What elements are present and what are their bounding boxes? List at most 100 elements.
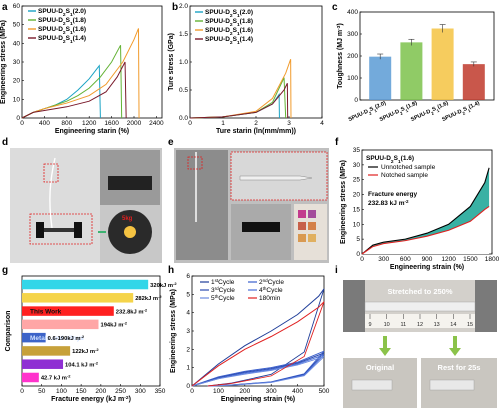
- chart-g-ylabel: Comparison: [5, 311, 12, 352]
- chart-a-xtick-label: 2000: [127, 120, 142, 127]
- photo-i-stretched-sample: [365, 302, 475, 311]
- chart-h-xlabel: Engineering strain (%): [221, 396, 295, 403]
- photo-i-rest-label: Rest for 25s: [438, 363, 481, 372]
- chart-h-ytick-label: 4: [186, 310, 190, 317]
- chart-a-xtick-label: 1600: [104, 120, 119, 127]
- chart-h-xtick-label: 0: [190, 388, 194, 395]
- chart-g-bar: [22, 280, 148, 290]
- chart-b-ylabel: Ture stress (GPa): [168, 33, 175, 91]
- panel-label-h: h: [168, 265, 174, 276]
- panel-label-c: c: [332, 2, 338, 13]
- chart-a-ytick-label: 10: [13, 96, 21, 103]
- chart-a-ylabel: Engineering stress (MPa): [0, 20, 7, 104]
- chart-a-xtick-label: 2400: [149, 120, 164, 127]
- chart-f-xtick-label: 900: [422, 256, 433, 263]
- photo-i-clamp-left: [343, 280, 365, 332]
- chart-g-bar-value-label: 104.1 kJ m-2: [65, 360, 99, 369]
- chart-g-bar-value-label: 320kJ m-2: [150, 280, 177, 289]
- chart-f: 0 300 600 900 1200 1500 180005101520253035Engi…: [340, 147, 500, 271]
- chart-a-ytick-label: 20: [13, 78, 21, 85]
- chart-b-ytick-label: 0.0: [179, 115, 188, 122]
- photo-e-ph-swatch-4: [308, 222, 316, 230]
- chart-c-ytick-label: 200: [347, 53, 358, 60]
- chart-h-legend-label: 4thCycle: [259, 286, 283, 295]
- chart-f-annotation: Fracture energy: [368, 191, 418, 198]
- chart-b-ytick-label: 1.0: [179, 59, 188, 66]
- chart-g-bar-value-label: 122kJ m-2: [72, 347, 99, 356]
- chart-h-ylabel: Engineering stress (MPa): [170, 289, 177, 373]
- chart-h-ytick-label: 3: [186, 328, 190, 335]
- chart-f-annotation-value: 232.83 kJ m-2: [368, 199, 409, 208]
- chart-a-xtick-label: 800: [61, 120, 72, 127]
- photo-i-arrowhead-left: [379, 348, 391, 356]
- chart-g-bar-value-label: 232.8kJ m-2: [116, 307, 148, 316]
- chart-a-series-3: [22, 62, 126, 118]
- chart-g-bar: [22, 293, 133, 303]
- chart-f-ytick-label: 35: [353, 147, 361, 154]
- chart-f-xlabel: Engineering strain (%): [390, 264, 464, 271]
- chart-b-xtick-label: 2: [254, 120, 258, 127]
- chart-b-xtick-label: 0: [188, 120, 192, 127]
- photo-e-ph-swatch-1: [298, 210, 306, 218]
- chart-a-ytick-label: 50: [13, 22, 21, 29]
- chart-b-ytick-label: 0.5: [179, 87, 188, 94]
- photo-i-stretched-label: Stretched to 250%: [387, 287, 452, 296]
- photo-i-clamp-right: [475, 280, 497, 332]
- photo-i-ruler-label: 13: [434, 322, 440, 328]
- chart-a-xtick-label: 400: [39, 120, 50, 127]
- photo-d-dumbbell-right: [74, 222, 82, 238]
- chart-a-xtick-label: 0: [20, 120, 24, 127]
- chart-f-xtick-label: 1500: [463, 256, 478, 263]
- chart-g-bar-value-label: 282kJ m-2: [135, 294, 162, 303]
- panel-label-e: e: [168, 137, 174, 148]
- chart-h-xtick-label: 400: [292, 388, 303, 395]
- chart-b-ytick-label: 1.5: [179, 31, 188, 38]
- chart-a-xtick-label: 1200: [82, 120, 97, 127]
- chart-h-xtick-label: 500: [319, 388, 330, 395]
- photo-e-ph-swatch-5: [298, 234, 306, 242]
- chart-f-ytick-label: 20: [353, 192, 361, 199]
- chart-c-bar: [432, 29, 454, 101]
- chart-a-xlabel: Engineering starin (%): [55, 128, 129, 135]
- chart-b-ytick-label: 2.0: [179, 3, 188, 10]
- chart-h-ytick-label: 2: [186, 346, 190, 353]
- chart-g-bar: [22, 359, 63, 369]
- panel-label-a: a: [2, 2, 8, 13]
- panel-label-d: d: [2, 137, 8, 148]
- chart-c-ytick-label: 300: [347, 31, 358, 38]
- chart-g-bar: [22, 346, 70, 356]
- chart-g-xtick-label: 300: [135, 388, 146, 395]
- chart-f-ytick-label: 25: [353, 177, 361, 184]
- chart-c-ytick-label: 100: [347, 75, 358, 82]
- chart-h-ytick-label: 0: [186, 383, 190, 390]
- photo-i-ruler: 9 10 11 12 13 14 15: [365, 314, 475, 328]
- chart-c-ylabel: Toughness (MJ m-3): [336, 23, 345, 89]
- chart-h: 0 100 200 300 400 500 0 1 2 3 4 5 6 Engineering strai…: [170, 273, 330, 403]
- photo-i-ruler-label: 12: [417, 322, 423, 328]
- chart-g-bar: [22, 373, 39, 383]
- chart-h-ytick-label: 6: [186, 273, 190, 280]
- chart-a-ytick-label: 0: [16, 115, 20, 122]
- chart-f-legend-label: Unnotched sample: [381, 164, 436, 171]
- chart-c-ytick-label: 0: [354, 97, 358, 104]
- photo-e-ph-swatch-6: [308, 234, 316, 242]
- chart-a-ytick-label: 30: [13, 59, 21, 66]
- chart-h-xtick-label: 300: [266, 388, 277, 395]
- chart-f-ylabel: Engineering stress (MPa): [340, 160, 347, 244]
- photo-d-wall: [10, 148, 100, 263]
- photo-i-original-sample: [352, 380, 392, 390]
- chart-g-bar-inner-label: This Work: [30, 308, 62, 315]
- chart-f-ytick-label: 30: [353, 162, 361, 169]
- chart-g-bar: [22, 320, 98, 330]
- chart-a-legend-label: SPUU-D2S1(1.4): [38, 35, 86, 45]
- chart-b-xlabel: Ture starin (ln(mm/mm)): [216, 128, 296, 135]
- chart-c-ytick-label: 400: [347, 9, 358, 16]
- chart-c-bar: [400, 42, 422, 100]
- photo-d-weight-label: 5kg: [122, 216, 133, 222]
- chart-h-xtick-label: 100: [213, 388, 224, 395]
- panel-label-g: g: [2, 265, 8, 276]
- chart-a-series-0: [22, 66, 100, 118]
- photo-e-needle: [240, 176, 312, 180]
- photo-i-ruler-label: 9: [368, 322, 371, 328]
